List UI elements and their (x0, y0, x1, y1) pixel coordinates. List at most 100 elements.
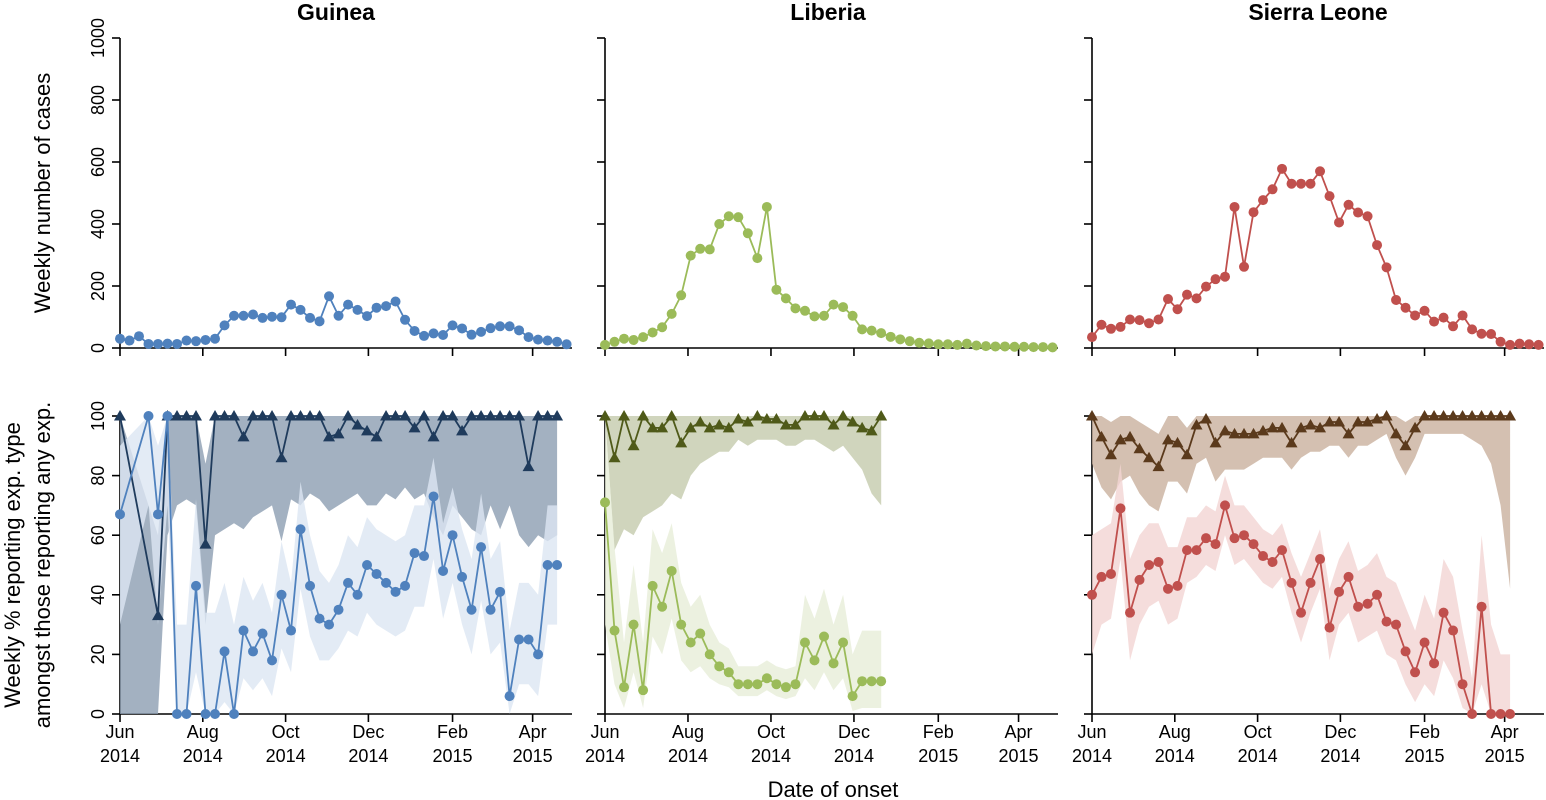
data-point (218, 410, 231, 421)
x-tick-label-month: Jun (1077, 722, 1106, 742)
data-point (666, 308, 677, 319)
data-point (162, 338, 173, 349)
data-point (1191, 293, 1202, 304)
data-point (1304, 418, 1317, 430)
confidence-band (605, 416, 882, 551)
data-point (314, 613, 325, 624)
data-point (771, 284, 782, 295)
data-point (267, 311, 278, 322)
x-tick-label-month: Aug (672, 722, 704, 742)
data-point (1457, 679, 1468, 690)
x-tick-label-month: Aug (1159, 722, 1191, 742)
data-point (695, 243, 706, 254)
data-point (1533, 339, 1544, 350)
data-point (1277, 163, 1288, 174)
data-point (1238, 427, 1251, 439)
data-point (809, 311, 820, 322)
data-point (324, 619, 335, 630)
data-point (400, 580, 411, 591)
data-point (1220, 500, 1231, 511)
plot-area: 0 200 400 600 800 1000 0 20 40 60 80 100 Jun 2014 Aug 2… (88, 18, 1544, 766)
data-point (1248, 207, 1259, 218)
data-point (371, 568, 382, 579)
data-point (885, 331, 896, 342)
data-point (713, 418, 726, 430)
x-tick-label-year: 2015 (1485, 746, 1525, 766)
data-point (1438, 607, 1449, 618)
data-point (942, 339, 953, 350)
x-tick-label-year: 2014 (834, 746, 874, 766)
data-point (1295, 421, 1308, 433)
data-point (1086, 410, 1098, 421)
data-point (1228, 427, 1241, 439)
data-point (1323, 415, 1336, 427)
data-point (1229, 533, 1240, 544)
data-point (1305, 577, 1316, 588)
data-point (798, 410, 811, 421)
data-point (1381, 262, 1392, 273)
data-point (1495, 336, 1506, 347)
data-point (275, 451, 288, 463)
data-point (1400, 646, 1411, 657)
confidence-band (120, 416, 558, 714)
data-point (1172, 580, 1183, 591)
x-tick-label-year: 2014 (1238, 746, 1278, 766)
data-point (400, 314, 411, 325)
data-point (638, 332, 649, 343)
data-point (1087, 589, 1097, 600)
x-tick-label-month: Feb (1409, 722, 1440, 742)
data-point (741, 415, 754, 427)
data-point (760, 412, 773, 424)
data-point (495, 321, 506, 332)
data-point (542, 560, 553, 570)
data-point (476, 542, 487, 553)
data-point (304, 410, 317, 421)
data-point (628, 334, 639, 345)
data-point (533, 649, 544, 660)
data-point (1096, 319, 1107, 330)
data-point (1209, 436, 1222, 448)
data-point (1153, 314, 1164, 325)
data-point (999, 341, 1010, 352)
confidence-band (1092, 416, 1511, 589)
data-point (1200, 412, 1213, 424)
data-point (1266, 421, 1279, 433)
data-point (771, 679, 782, 690)
data-point (1429, 658, 1440, 669)
data-point (134, 331, 145, 342)
data-point (1115, 503, 1126, 514)
x-tick-label-month: Dec (1324, 722, 1356, 742)
data-point (305, 580, 316, 591)
data-point (1390, 427, 1403, 439)
data-point (1247, 427, 1260, 439)
data-point (676, 619, 687, 630)
data-point (1182, 545, 1193, 556)
y-tick-label: 60 (88, 525, 108, 545)
data-point (1333, 415, 1346, 427)
data-point (428, 328, 439, 339)
y-tick-label: 1000 (88, 18, 108, 58)
data-point (181, 709, 192, 719)
data-point (1171, 436, 1184, 448)
data-point (248, 309, 259, 320)
data-point (380, 410, 393, 421)
data-point (503, 410, 516, 421)
data-point (209, 410, 222, 421)
data-point (484, 410, 497, 421)
data-point (541, 410, 554, 421)
data-point (362, 560, 373, 570)
data-point (971, 340, 982, 351)
data-point (152, 609, 165, 621)
data-point (600, 497, 610, 508)
data-point (267, 655, 278, 666)
data-point (143, 411, 154, 421)
x-tick-label-month: Dec (838, 722, 870, 742)
data-point (818, 410, 831, 421)
data-point (542, 335, 553, 346)
data-point (923, 338, 934, 349)
data-point (266, 410, 279, 421)
data-point (790, 303, 801, 314)
data-point (1286, 178, 1297, 189)
y-axis-label-percent-2: amongst those reporting any exp. (30, 402, 55, 729)
data-point (361, 424, 374, 436)
